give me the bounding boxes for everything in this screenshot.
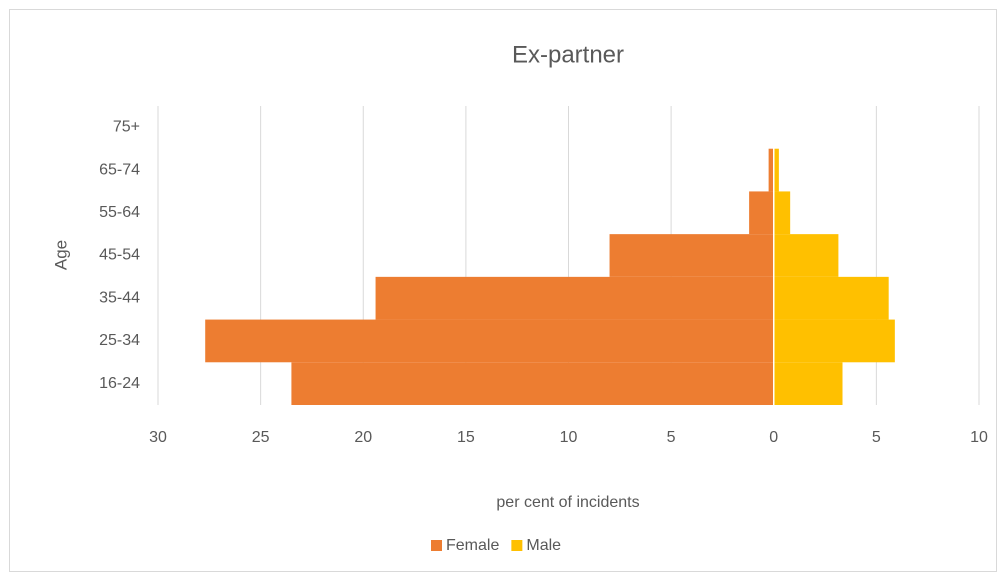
x-tick-label: 25 [252, 429, 270, 446]
bar [773, 362, 843, 405]
y-tick-label: 35-44 [99, 289, 140, 306]
x-tick-label: 20 [354, 429, 372, 446]
y-tick-label: 55-64 [99, 204, 140, 221]
legend-swatch [511, 540, 523, 551]
y-tick-label: 65-74 [99, 161, 140, 178]
bar [773, 148, 779, 192]
x-tick-label: 10 [970, 429, 988, 446]
legend-label: Male [526, 537, 561, 554]
y-tick-label: 16-24 [99, 375, 140, 392]
x-tick-label: 10 [560, 429, 578, 446]
legend-swatch [431, 540, 442, 551]
bar [768, 148, 774, 192]
bar [773, 276, 889, 320]
bar [291, 362, 774, 405]
bar [375, 276, 774, 320]
x-tick-label: 15 [457, 429, 475, 446]
bar [773, 191, 791, 235]
chart-title: Ex-partner [512, 41, 624, 68]
y-tick-label: 75+ [113, 119, 140, 136]
bar [773, 319, 895, 363]
bar [749, 191, 774, 235]
y-tick-label: 45-54 [99, 247, 140, 264]
x-tick-label: 5 [872, 429, 881, 446]
y-axis-label: Age [51, 240, 70, 270]
x-axis-label: per cent of incidents [496, 494, 639, 511]
x-tick-label: 0 [769, 429, 778, 446]
bar [205, 319, 774, 363]
legend-label: Female [446, 537, 499, 554]
bar [609, 234, 774, 277]
x-tick-label: 30 [149, 429, 167, 446]
x-tick-label: 5 [667, 429, 676, 446]
y-tick-label: 25-34 [99, 332, 140, 349]
bar [773, 234, 839, 277]
